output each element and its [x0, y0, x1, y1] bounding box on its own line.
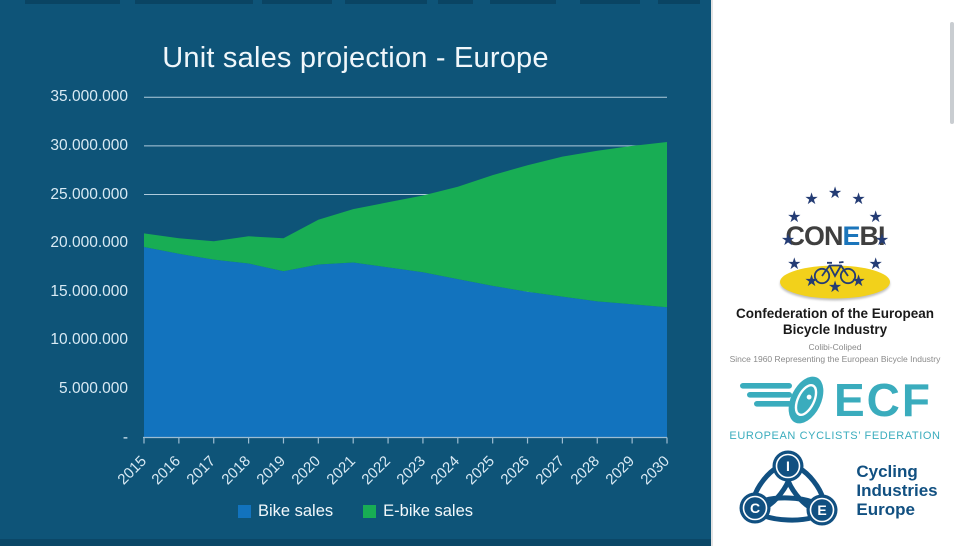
top-edge-artifact — [262, 0, 332, 4]
stacked-area-chart — [143, 96, 668, 444]
eu-star-icon: ★ — [787, 255, 802, 273]
ecf-logo-block: ECF EUROPEAN CYCLISTS’ FEDERATION — [711, 372, 959, 442]
y-axis-label: 20.000.000 — [50, 234, 128, 252]
slide-chart-area: Unit sales projection - Europe - 5.000.00… — [0, 0, 711, 546]
logos-panel: CONEBI ★ ★ ★ ★ ★ ★ ★ ★ ★ ★ ★ ★ Confederation of the… — [711, 0, 959, 546]
ecf-full-name: EUROPEAN CYCLISTS’ FEDERATION — [729, 430, 941, 442]
ecf-winged-wheel-icon — [740, 376, 824, 424]
eu-star-icon: ★ — [874, 232, 890, 249]
top-edge-artifact — [490, 0, 556, 4]
conebi-name-line2: Bicycle Industry — [782, 322, 888, 337]
y-axis-label: 5.000.000 — [59, 379, 128, 397]
eu-star-icon: ★ — [868, 208, 883, 226]
conebi-wordmark: CONEBI — [747, 221, 923, 252]
top-edge-artifact — [345, 0, 427, 4]
conebi-subtext-since1960: Since 1960 Representing the European Bic… — [729, 354, 941, 364]
bicycle-icon — [813, 261, 857, 285]
legend-swatch — [237, 505, 251, 518]
scrollbar-thumb[interactable] — [950, 22, 954, 124]
cie-chain-links-icon: I C E — [739, 450, 838, 526]
top-edge-artifact — [438, 0, 473, 4]
conebi-letter: O — [803, 221, 825, 251]
y-axis-label: 35.000.000 — [50, 88, 128, 106]
top-edge-artifact — [25, 0, 120, 4]
eu-star-icon: ★ — [787, 208, 802, 226]
conebi-letter: E — [842, 221, 860, 251]
cie-name-line2: Industries — [856, 480, 938, 500]
top-edge-artifact — [135, 0, 253, 4]
conebi-logo: CONEBI ★ ★ ★ ★ ★ ★ ★ ★ ★ ★ ★ ★ — [747, 183, 923, 303]
legend-item: Bike sales — [237, 502, 334, 521]
y-axis-label: 10.000.000 — [50, 331, 128, 349]
cie-letter-i: I — [786, 458, 790, 474]
conebi-yellow-ellipse — [780, 265, 890, 299]
cie-logo-block: I C E Cycling Industries Europe — [711, 446, 959, 534]
eu-star-icon: ★ — [827, 185, 843, 202]
eu-star-icon: ★ — [851, 272, 866, 290]
cie-letter-e: E — [818, 502, 827, 518]
conebi-letter: C — [785, 221, 804, 251]
legend-swatch — [363, 505, 377, 518]
cie-name: Cycling Industries Europe — [856, 462, 937, 519]
legend-label: E-bike sales — [383, 502, 474, 520]
eu-star-icon: ★ — [827, 279, 843, 296]
eu-star-icon: ★ — [868, 255, 883, 273]
eu-star-icon: ★ — [804, 191, 819, 209]
y-axis-label: 30.000.000 — [50, 136, 128, 154]
conebi-name: Confederation of the European Bicycle In… — [711, 306, 959, 338]
cie-name-line1: Cycling — [856, 461, 918, 481]
top-edge-artifact — [658, 0, 700, 4]
ecf-acronym: ECF — [834, 374, 932, 426]
y-axis-label: 25.000.000 — [50, 185, 128, 203]
area-bike-sales — [144, 247, 667, 438]
legend-item: E-bike sales — [363, 502, 473, 521]
y-axis-label: 15.000.000 — [50, 282, 128, 300]
bottom-edge-artifact — [0, 539, 711, 546]
eu-star-icon: ★ — [804, 272, 819, 290]
cie-letter-c: C — [750, 500, 760, 516]
conebi-letter: B — [859, 221, 879, 251]
conebi-subtext-colibi: Colibi-Coliped — [808, 342, 862, 352]
chart-title: Unit sales projection - Europe — [162, 42, 549, 74]
slide-panel-divider — [711, 0, 713, 546]
conebi-letter: I — [878, 221, 885, 251]
conebi-logo-block: CONEBI ★ ★ ★ ★ ★ ★ ★ ★ ★ ★ ★ ★ Confederation of the… — [711, 183, 959, 365]
eu-star-icon: ★ — [851, 191, 866, 209]
conebi-name-line1: Confederation of the European — [735, 306, 934, 321]
area-e-bike-sales — [144, 142, 667, 308]
conebi-letter: N — [823, 221, 843, 251]
chart-legend: Bike sales E-bike sales — [0, 502, 711, 521]
cie-name-line3: Europe — [856, 499, 915, 519]
y-axis-label: - — [122, 428, 128, 446]
eu-star-icon: ★ — [780, 232, 796, 249]
top-edge-artifact — [580, 0, 640, 4]
legend-label: Bike sales — [257, 502, 334, 520]
